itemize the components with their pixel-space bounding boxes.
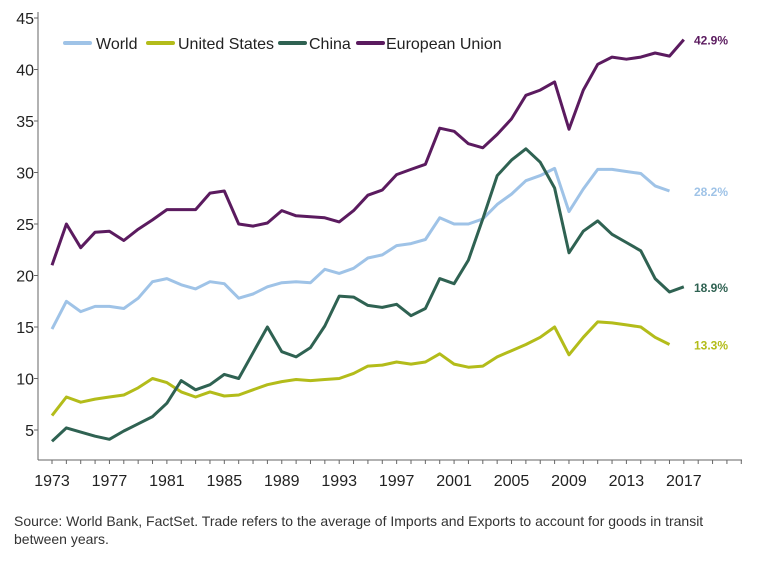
legend-label-european-union: European Union [386, 36, 502, 53]
y-tick-label: 45 [16, 11, 34, 28]
x-tick-label: 2005 [494, 473, 530, 490]
x-tick-label: 1977 [92, 473, 128, 490]
legend-label-united-states: United States [178, 36, 274, 53]
series-line-united-states [50, 320, 671, 417]
x-tick-label: 2009 [551, 473, 587, 490]
legend: World United States China European Union [63, 36, 502, 53]
x-tick-label: 1993 [321, 473, 357, 490]
y-tick-label: 25 [16, 217, 34, 234]
series-line-china [50, 147, 685, 443]
y-tick-label: 20 [16, 269, 34, 286]
y-tick-label: 30 [16, 166, 34, 183]
y-tick-label: 35 [16, 114, 34, 131]
series-line-european-union [50, 38, 685, 266]
x-tick-label: 2017 [666, 473, 702, 490]
end-label-china: 18.9% [694, 281, 728, 295]
y-tick-label: 15 [16, 320, 34, 337]
x-tick-label: 1981 [149, 473, 185, 490]
legend-label-world: World [96, 36, 138, 53]
end-label-world: 28.2% [694, 185, 728, 199]
end-label-united-states: 13.3% [694, 339, 728, 353]
y-tick-label: 40 [16, 63, 34, 80]
y-tick-label: 5 [25, 423, 34, 440]
axes: 1973 1977 1981 1985 1989 1993 1997 2001 2005 2009… [16, 11, 742, 490]
series-lines: 28.2% 13.3% 18.9% 42.9% [50, 34, 728, 443]
x-tick-label: 1989 [264, 473, 300, 490]
x-tick-label: 1997 [379, 473, 415, 490]
y-tick-label: 10 [16, 372, 34, 389]
end-label-european-union: 42.9% [694, 34, 728, 48]
x-tick-label: 1973 [34, 473, 70, 490]
legend-label-china: China [309, 36, 351, 53]
source-note: Source: World Bank, FactSet. Trade refer… [14, 513, 704, 547]
x-tick-label: 2013 [609, 473, 645, 490]
series-line-world [50, 166, 671, 330]
x-tick-label: 1985 [207, 473, 243, 490]
x-tick-label: 2001 [436, 473, 472, 490]
